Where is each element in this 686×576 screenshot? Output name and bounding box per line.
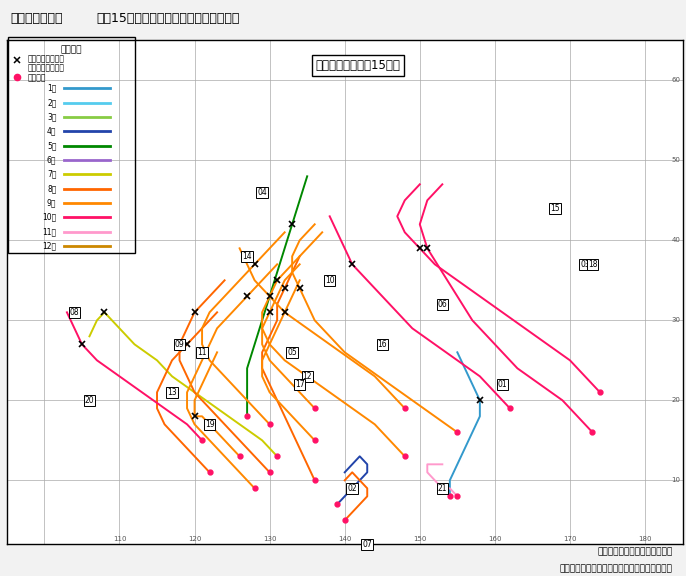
Text: 11: 11	[198, 348, 206, 357]
Text: 14: 14	[242, 252, 252, 261]
Text: 07: 07	[362, 540, 372, 549]
Text: 2月: 2月	[47, 98, 56, 107]
Text: 150: 150	[413, 536, 427, 542]
Text: 18: 18	[588, 260, 598, 269]
Text: 19: 19	[204, 420, 215, 429]
Text: （凡例）: （凡例）	[61, 45, 82, 54]
Text: 110: 110	[113, 536, 126, 542]
Text: 130: 130	[263, 536, 276, 542]
Text: 30: 30	[672, 317, 681, 323]
Text: 15: 15	[550, 204, 560, 213]
Text: 13: 13	[167, 388, 177, 397]
Text: 10: 10	[672, 478, 681, 483]
Text: 台風の経路（平成15年）: 台風の経路（平成15年）	[316, 59, 401, 72]
Text: 8月: 8月	[47, 184, 56, 193]
Text: 180: 180	[638, 536, 652, 542]
Text: 05: 05	[287, 348, 297, 357]
Text: 50: 50	[672, 157, 681, 164]
Text: 20: 20	[84, 396, 94, 405]
Text: 120: 120	[188, 536, 201, 542]
Text: 3月: 3月	[47, 112, 56, 122]
Text: 170: 170	[563, 536, 577, 542]
Text: 発生地点: 発生地点	[27, 73, 46, 82]
Text: 9月: 9月	[47, 198, 56, 207]
Text: 熱帯低気圧に変化: 熱帯低気圧に変化	[27, 63, 64, 73]
Text: 4月: 4月	[47, 127, 56, 136]
Text: 図２－４－３３: 図２－４－３３	[10, 12, 63, 25]
Text: 04: 04	[257, 188, 267, 197]
Text: 11月: 11月	[43, 227, 56, 236]
Text: 20: 20	[672, 397, 681, 403]
Text: 40: 40	[672, 237, 681, 243]
Text: 08: 08	[69, 308, 80, 317]
Text: 12: 12	[303, 372, 312, 381]
Text: 01: 01	[497, 380, 507, 389]
Text: 03: 03	[580, 260, 590, 269]
Text: 平成15年の主な台風の発生箇所とコース: 平成15年の主な台風の発生箇所とコース	[96, 12, 239, 25]
Text: 7月: 7月	[47, 170, 56, 179]
Text: 温帯低気圧または: 温帯低気圧または	[27, 55, 64, 63]
Text: 60: 60	[672, 77, 681, 84]
Text: 細線部分は熱帯低気圧または温帯低気圧の期間: 細線部分は熱帯低気圧または温帯低気圧の期間	[559, 564, 672, 573]
Text: 12月: 12月	[43, 241, 56, 251]
Text: 10月: 10月	[43, 213, 56, 222]
Text: 06: 06	[438, 300, 447, 309]
Text: 気象庁資料をもとに内閣府作成: 気象庁資料をもとに内閣府作成	[597, 547, 672, 556]
Text: 6月: 6月	[47, 156, 56, 164]
Text: 160: 160	[488, 536, 501, 542]
Text: 5月: 5月	[47, 141, 56, 150]
Text: 02: 02	[347, 484, 357, 493]
Text: 17: 17	[295, 380, 305, 389]
Text: 10: 10	[325, 276, 335, 285]
Text: 16: 16	[377, 340, 387, 349]
Text: 21: 21	[438, 484, 447, 493]
Text: 1月: 1月	[47, 84, 56, 93]
Text: 09: 09	[175, 340, 185, 349]
Text: 140: 140	[338, 536, 351, 542]
